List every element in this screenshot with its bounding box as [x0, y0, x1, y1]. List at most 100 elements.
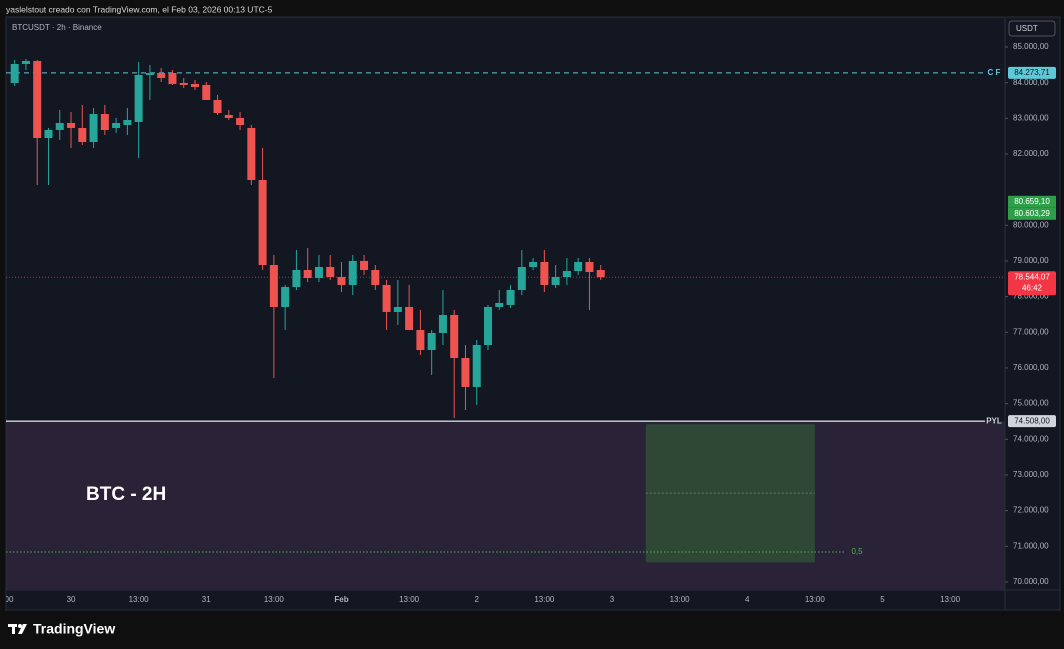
- candle-body: [438, 315, 447, 333]
- x-tick-label: 13:00: [805, 595, 826, 604]
- x-tick-label: 13:00: [399, 595, 420, 604]
- level-value: 74.508,00: [1014, 416, 1050, 425]
- y-tick-label: 72.000,00: [1013, 506, 1049, 515]
- candle-body: [337, 276, 346, 285]
- y-tick-label: 73.000,00: [1013, 470, 1049, 479]
- candle-body: [21, 60, 30, 65]
- candle-body: [89, 114, 98, 142]
- x-axis: 13:00 30 13:00 31 13:00 Feb 13:00 2 13:00 3 13:00 4…: [0, 595, 961, 604]
- candle-body: [506, 290, 515, 305]
- candle-body: [585, 261, 594, 272]
- candle-body: [450, 315, 459, 358]
- x-tick-label: 13:00: [0, 595, 14, 604]
- candle-body: [190, 83, 199, 87]
- y-tick-label: 83.000,00: [1013, 113, 1049, 122]
- x-tick-label: 2: [475, 595, 480, 604]
- chart-label: BTC - 2H: [86, 484, 166, 505]
- candle-body: [461, 357, 470, 387]
- y-tick-label: 79.000,00: [1013, 256, 1049, 265]
- candle-body: [100, 114, 109, 130]
- candle-body: [326, 266, 335, 277]
- y-tick-label: 85.000,00: [1013, 42, 1049, 51]
- marker-box: [1008, 195, 1056, 208]
- symbol: BTCUSDT · 2h · Binance: [12, 23, 102, 32]
- candle-body: [314, 266, 323, 278]
- y-tick-label: 82.000,00: [1013, 149, 1049, 158]
- candle-body: [529, 261, 538, 267]
- candle-body: [202, 84, 211, 100]
- candle-body: [427, 332, 436, 350]
- logo: TradingView: [33, 621, 115, 637]
- candle-body: [405, 306, 414, 330]
- y-tick-label: 76.000,00: [1013, 363, 1049, 372]
- currency: USDT: [1016, 24, 1038, 33]
- candle-body: [360, 260, 369, 270]
- candle-body: [484, 306, 493, 345]
- x-tick-label: 4: [745, 595, 750, 604]
- candle-body: [562, 270, 571, 277]
- candle-body: [123, 119, 132, 125]
- candle-body: [574, 261, 583, 271]
- x-tick-label: 3: [610, 595, 615, 604]
- marker-value: 80.603,29: [1014, 209, 1050, 218]
- x-tick-label: 13:00: [264, 595, 285, 604]
- candle-body: [168, 72, 177, 84]
- marker-value: 80.659,10: [1014, 197, 1050, 206]
- candle-body: [416, 329, 425, 350]
- candle-body: [157, 72, 166, 78]
- y-tick-label: 78.000,00: [1013, 292, 1049, 301]
- candle-body: [247, 127, 256, 180]
- candle-body: [551, 276, 560, 285]
- candle-body: [258, 179, 267, 266]
- x-tick-label: 13:00: [129, 595, 150, 604]
- candle-body: [292, 269, 301, 287]
- y-tick-label: 71.000,00: [1013, 541, 1049, 550]
- candle-body: [269, 265, 278, 307]
- candle-body: [495, 302, 504, 307]
- candle-body: [303, 269, 312, 278]
- x-tick-label: 30: [67, 595, 76, 604]
- countdown: 46:42: [1022, 283, 1043, 292]
- candle-body: [44, 129, 53, 139]
- candle-body: [33, 60, 42, 139]
- y-tick-label: 80.000,00: [1013, 220, 1049, 229]
- candle-body: [371, 269, 380, 285]
- x-tick-label: 13:00: [670, 595, 691, 604]
- x-tick-label: 13:00: [534, 595, 555, 604]
- last-price-box: [1008, 271, 1056, 296]
- y-tick-label: 75.000,00: [1013, 399, 1049, 408]
- candle-body: [145, 72, 154, 75]
- x-tick-label: 31: [202, 595, 211, 604]
- x-tick-label: 13:00: [940, 595, 961, 604]
- currency-box[interactable]: [1008, 20, 1056, 37]
- candle-body: [10, 64, 19, 83]
- level-label: C F: [988, 68, 1001, 77]
- x-tick-label: 5: [880, 595, 885, 604]
- caption: yaslelstout creado con TradingView.com, …: [6, 4, 273, 14]
- candle-body: [393, 306, 402, 312]
- level-label: 0,5: [851, 547, 863, 556]
- level-value: 84.273,71: [1014, 68, 1050, 77]
- candle-body: [596, 269, 605, 278]
- candle-body: [67, 122, 76, 128]
- candle-body: [281, 286, 290, 307]
- candle-body: [236, 117, 245, 125]
- candle-body: [472, 344, 481, 387]
- plot-layer: 85.000,00 84.000,00 83.000,00 82.000,00 80.0…: [0, 42, 1056, 604]
- candle-body: [224, 115, 233, 118]
- y-tick-label: 74.000,00: [1013, 434, 1049, 443]
- candle-body: [78, 127, 87, 142]
- candle-body: [517, 266, 526, 291]
- level-box: [1008, 415, 1056, 428]
- candle-body: [213, 99, 222, 114]
- y-tick-label: 70.000,00: [1013, 577, 1049, 586]
- candle-body: [179, 82, 188, 85]
- last-price-value: 78.544,07: [1014, 272, 1050, 281]
- candle-body: [112, 122, 121, 128]
- candles: [10, 58, 605, 418]
- candle-body: [134, 74, 143, 122]
- lower-region: [6, 421, 1005, 590]
- y-tick-label: 77.000,00: [1013, 327, 1049, 336]
